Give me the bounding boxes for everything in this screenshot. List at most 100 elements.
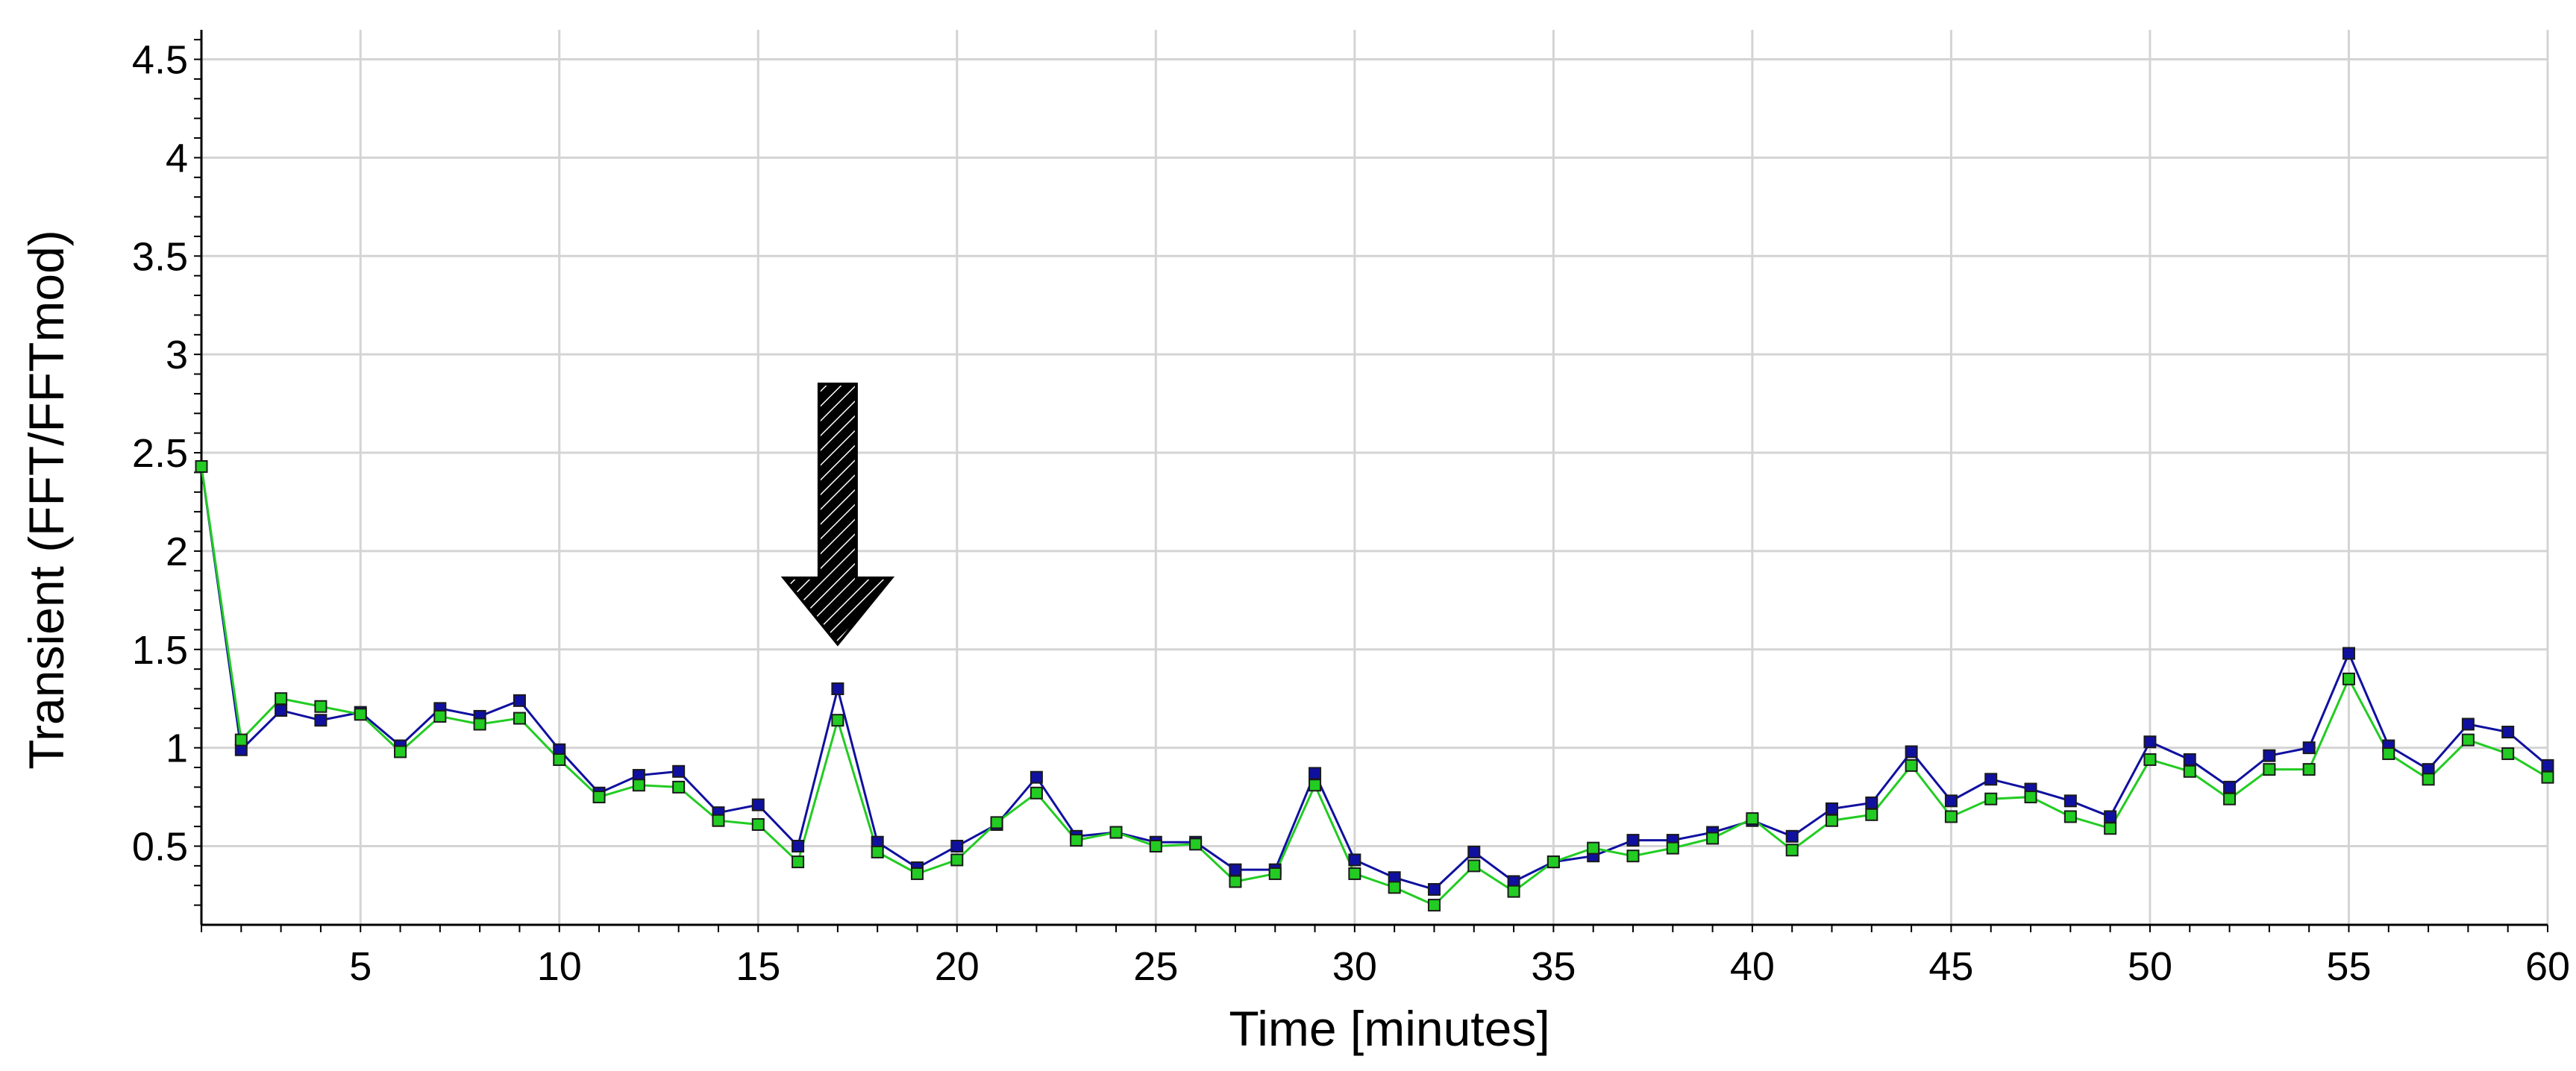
data-point-series-2 [553, 753, 566, 766]
data-point-series-1 [314, 714, 328, 727]
arrow-shape [780, 383, 895, 647]
data-point-series-2 [2461, 733, 2475, 747]
data-point-series-2 [314, 700, 328, 713]
data-point-series-1 [2063, 794, 2077, 808]
data-point-series-2 [1626, 849, 1640, 863]
data-point-series-2 [1905, 759, 1918, 772]
data-point-series-1 [1944, 794, 1958, 808]
data-point-series-2 [1507, 885, 1520, 898]
data-point-series-1 [1626, 834, 1640, 847]
data-point-series-2 [1587, 841, 1600, 855]
data-point-series-2 [1229, 875, 1242, 888]
data-point-series-1 [2302, 741, 2316, 755]
data-point-series-1 [1467, 845, 1481, 858]
data-point-series-2 [910, 867, 924, 880]
data-point-series-1 [2143, 735, 2157, 749]
data-point-series-1 [672, 764, 686, 778]
x-tick-label: 40 [1730, 944, 1775, 989]
data-point-series-2 [2382, 747, 2395, 761]
x-tick-label: 35 [1531, 944, 1576, 989]
data-point-series-2 [2223, 792, 2237, 805]
data-point-series-1 [1229, 863, 1242, 876]
data-point-series-2 [1189, 838, 1203, 851]
data-point-series-2 [1109, 826, 1123, 839]
data-point-series-2 [1149, 840, 1162, 853]
y-tick-label: 4 [166, 136, 188, 180]
data-point-series-1 [2183, 753, 2196, 766]
data-point-series-2 [433, 709, 447, 723]
data-point-series-2 [1388, 881, 1401, 894]
data-point-series-2 [1348, 867, 1361, 880]
data-point-series-1 [513, 694, 526, 707]
data-point-series-1 [1030, 770, 1043, 784]
data-point-series-2 [234, 733, 248, 747]
data-point-series-2 [2541, 770, 2554, 784]
data-point-series-2 [672, 780, 686, 794]
data-point-series-2 [1865, 808, 1878, 821]
data-point-series-1 [1826, 802, 1839, 815]
data-point-series-2 [1984, 792, 1998, 805]
data-point-series-2 [275, 692, 288, 706]
x-tick-label: 25 [1133, 944, 1178, 989]
data-point-series-1 [950, 840, 964, 853]
data-point-series-2 [831, 714, 844, 727]
data-point-series-2 [1785, 844, 1799, 857]
data-point-series-1 [1984, 773, 1998, 786]
data-point-series-1 [751, 798, 765, 811]
y-tick-label: 2 [166, 530, 188, 574]
data-point-series-2 [2501, 747, 2515, 761]
data-point-series-1 [2461, 717, 2475, 731]
series-markers [195, 459, 2554, 912]
data-point-series-1 [1348, 853, 1361, 867]
data-point-series-1 [1905, 745, 1918, 759]
x-tick-label: 5 [349, 944, 372, 989]
data-point-series-1 [2223, 780, 2237, 794]
y-tick-label: 2.5 [132, 431, 188, 476]
x-tick-label: 10 [537, 944, 582, 989]
x-tick-label: 55 [2326, 944, 2371, 989]
data-point-series-1 [2263, 749, 2276, 762]
x-tick-label: 30 [1332, 944, 1377, 989]
data-point-series-2 [1666, 841, 1679, 855]
annotation-arrow [780, 383, 895, 647]
data-point-series-2 [1467, 859, 1481, 873]
data-point-series-2 [792, 855, 805, 869]
x-tick-label: 45 [1928, 944, 1973, 989]
x-tick-label: 60 [2525, 944, 2570, 989]
data-point-series-1 [2501, 726, 2515, 739]
data-point-series-1 [2342, 647, 2355, 660]
x-tick-label: 50 [2128, 944, 2172, 989]
data-point-series-1 [831, 682, 844, 696]
data-point-series-2 [2342, 672, 2355, 685]
y-tick-label: 1 [166, 726, 188, 771]
x-tick-label: 15 [736, 944, 780, 989]
series-lines [200, 466, 2548, 907]
y-axis-title: Transient (FFT/FFTmod) [19, 230, 74, 770]
data-point-series-2 [354, 708, 367, 721]
tick-labels: 5 10 15 20 25 30 35 40 45 50 55 60 0.5 1 1.5 2 2.5 3 3.5 4 4… [132, 38, 2570, 989]
y-tick-label: 3.5 [132, 234, 188, 279]
data-point-series-2 [2263, 763, 2276, 776]
data-point-series-2 [1706, 832, 1720, 845]
data-point-series-2 [2104, 822, 2117, 835]
data-point-series-2 [2183, 764, 2196, 778]
y-tick-label: 0.5 [132, 825, 188, 870]
y-tick-label: 4.5 [132, 38, 188, 83]
data-point-series-2 [394, 745, 407, 759]
data-point-series-2 [1309, 779, 1322, 792]
data-point-series-1 [1309, 767, 1322, 780]
data-point-series-2 [1268, 867, 1282, 880]
data-point-series-2 [2024, 791, 2037, 804]
data-point-series-2 [712, 814, 725, 827]
data-point-series-2 [1826, 814, 1839, 827]
data-point-series-2 [195, 459, 208, 473]
data-point-series-2 [871, 845, 884, 858]
data-point-series-1 [2104, 810, 2117, 823]
data-point-series-2 [1427, 899, 1441, 912]
axes [194, 30, 2548, 932]
data-point-series-2 [2302, 763, 2316, 776]
x-tick-label: 20 [935, 944, 980, 989]
data-point-series-2 [2063, 810, 2077, 823]
x-axis-title: Time [minutes] [1229, 1001, 1549, 1056]
